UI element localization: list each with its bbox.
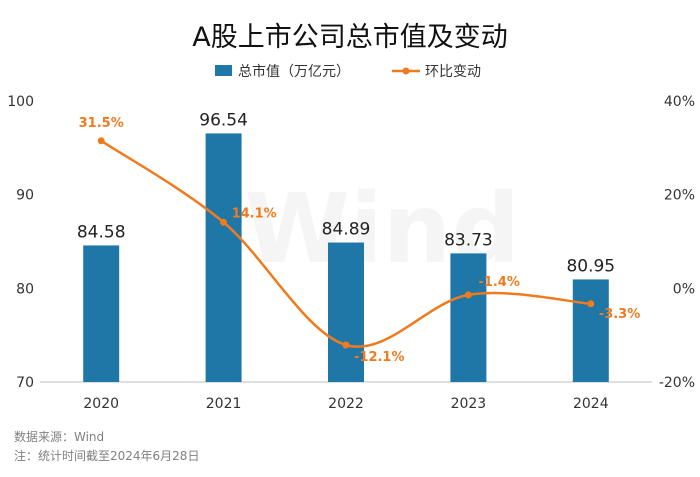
y-right-tick-label: 20% xyxy=(664,188,695,204)
y-left-tick-label: 90 xyxy=(16,188,34,204)
source-note: 数据来源：Wind xyxy=(14,430,105,444)
line-point xyxy=(587,300,595,308)
y-right-tick-label: -20% xyxy=(659,375,695,391)
line-point xyxy=(97,137,105,145)
legend-line-label: 环比变动 xyxy=(425,64,481,80)
y-right-tick-label: 40% xyxy=(664,94,695,110)
bar-value-label: 96.54 xyxy=(199,110,248,130)
x-tick-label: 2022 xyxy=(328,396,364,412)
bar xyxy=(205,133,242,382)
cutoff-note: 注：统计时间截至2024年6月28日 xyxy=(14,449,200,463)
x-tick-label: 2024 xyxy=(573,396,609,412)
bars: 84.58 96.54 84.89 83.73 80.95 xyxy=(77,110,615,382)
y-left-tick-label: 100 xyxy=(7,94,34,110)
chart-title: A股上市公司总市值及变动 xyxy=(192,22,507,53)
line-point xyxy=(464,291,472,299)
bar xyxy=(450,253,487,382)
line-value-label: -1.4% xyxy=(478,275,519,290)
y-right-tick-label: 0% xyxy=(673,281,695,297)
bar-value-label: 84.89 xyxy=(322,220,371,240)
axes: 70 80 90 100 -20% 0% 20% 40% 2020 2021 2022 2023 202… xyxy=(7,94,695,412)
x-tick-label: 2021 xyxy=(206,396,242,412)
line-point xyxy=(342,341,350,349)
y-left-tick-label: 70 xyxy=(16,375,34,391)
bar-value-label: 84.58 xyxy=(77,222,126,242)
bar xyxy=(83,245,120,382)
line-value-label: 31.5% xyxy=(79,116,124,131)
y-left-tick-label: 80 xyxy=(16,281,34,297)
legend-bar-label: 总市值（万亿元） xyxy=(238,63,350,80)
line-value-label: -3.3% xyxy=(599,307,640,322)
legend-bar-swatch xyxy=(215,65,232,76)
legend: 总市值（万亿元） 环比变动 xyxy=(215,63,481,80)
x-tick-label: 2020 xyxy=(83,396,119,412)
line-value-label: 14.1% xyxy=(232,206,277,221)
bar-value-label: 83.73 xyxy=(444,230,493,250)
x-tick-label: 2023 xyxy=(451,396,487,412)
line-point xyxy=(220,218,228,226)
bar xyxy=(572,279,609,382)
bar-value-label: 80.95 xyxy=(566,256,615,276)
line-series: 31.5% 14.1% -12.1% -1.4% -3.3% xyxy=(79,116,641,365)
line-value-label: -12.1% xyxy=(354,350,405,365)
bar xyxy=(328,242,364,382)
legend-line-marker xyxy=(402,67,410,75)
